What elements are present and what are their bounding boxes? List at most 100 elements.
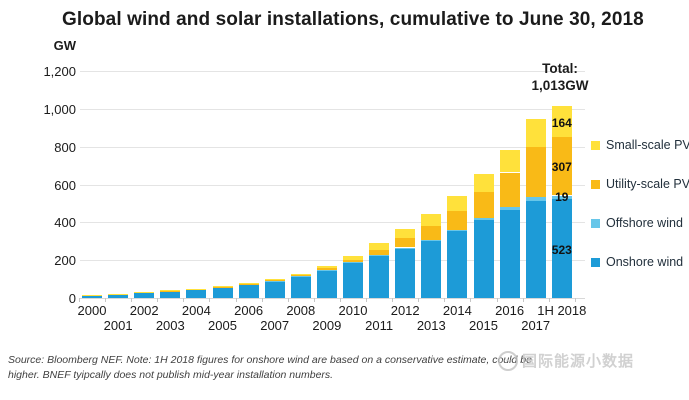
bar-segment (212, 286, 233, 288)
legend-label: Small-scale PV (606, 138, 689, 152)
bar-segment (369, 249, 390, 256)
bar-segment (264, 280, 285, 281)
bar-segment (447, 231, 468, 298)
bar-segment (395, 229, 416, 239)
bar-segment (525, 200, 546, 298)
bar-segment (290, 275, 311, 277)
y-tick-label: 1,200 (43, 64, 76, 79)
bar-segment (238, 283, 259, 284)
bar-segment (108, 293, 129, 295)
bar-segment (343, 255, 363, 260)
bar-segment (395, 238, 416, 248)
x-axis-tick (339, 298, 341, 302)
bar-segment (316, 270, 337, 298)
bar-segment (186, 289, 207, 290)
total-annotation: Total: 1,013GW (520, 60, 600, 94)
gridline-800 (80, 146, 585, 148)
source-footnote: Source: Bloomberg NEF. Note: 1H 2018 fig… (8, 353, 628, 382)
y-tick-label: 800 (54, 139, 76, 155)
bar-segment (447, 195, 468, 211)
bar-segment (212, 286, 233, 288)
gridline-1000 (80, 108, 585, 110)
y-axis-unit-label: GW (53, 38, 76, 53)
x-axis-label: 2010 (338, 303, 368, 318)
bar-segment (473, 217, 494, 221)
x-axis-label: 2012 (390, 303, 420, 318)
legend-item-offshore-wind: Offshore wind (591, 216, 683, 230)
bar-segment (421, 239, 442, 242)
bar-segment (82, 294, 102, 296)
bar-segment (134, 292, 155, 293)
gridline-400 (80, 222, 585, 224)
x-axis-label: 2009 (312, 318, 342, 333)
bar-segment (369, 243, 390, 250)
x-axis-label: 2002 (129, 303, 159, 318)
y-tick-label: 1,000 (43, 101, 76, 117)
x-axis-tick (79, 298, 80, 302)
chart-title: Global wind and solar installations, cum… (62, 9, 644, 30)
watermark: ••• 国际能源小数据 (498, 350, 634, 371)
x-axis-tick (444, 298, 446, 302)
x-axis-tick (261, 298, 263, 302)
x-axis-tick (366, 298, 368, 302)
bar-value-label: 523 (551, 242, 572, 257)
x-axis-tick (313, 298, 315, 302)
bar-segment (186, 289, 207, 298)
legend-item-utility-scale-pv: Utility-scale PV (591, 177, 689, 191)
x-axis-tick (209, 298, 211, 302)
x-axis-label: 1H 2018 (537, 303, 587, 318)
x-axis-tick (131, 298, 133, 302)
x-axis-label: 2016 (495, 303, 525, 318)
x-axis-label: 2005 (208, 318, 237, 333)
bar-segment (160, 290, 181, 291)
x-axis-tick (105, 298, 107, 302)
bar-segment (395, 247, 416, 249)
bar-segment (316, 268, 337, 270)
bar-segment (343, 262, 363, 298)
x-axis-label: 2013 (416, 318, 446, 333)
bar-segment (499, 210, 520, 298)
y-tick-label: 0 (68, 291, 76, 306)
bar-value-label: 19 (555, 189, 569, 204)
bar-segment (316, 269, 337, 271)
bar-segment (473, 220, 494, 298)
bar-segment (290, 276, 311, 298)
bar-segment (238, 284, 259, 285)
bar-segment (134, 292, 155, 298)
x-axis-tick (157, 298, 159, 302)
bar-value-label: 164 (551, 115, 572, 130)
bar-segment (264, 279, 285, 281)
bar-segment (499, 150, 520, 173)
x-axis-label: 2015 (469, 318, 498, 333)
x-axis-tick (548, 298, 550, 302)
watermark-logo-icon: ••• (498, 350, 518, 371)
legend-item-onshore-wind: Onshore wind (591, 255, 683, 269)
legend-label: Utility-scale PV (606, 177, 689, 191)
y-tick-label: 400 (54, 215, 76, 231)
bar-segment (343, 262, 363, 263)
bar-segment (447, 229, 468, 232)
x-axis-label: 2007 (260, 318, 290, 333)
gridline-1200 (80, 71, 585, 72)
bar-segment (82, 295, 102, 298)
legend-label: Offshore wind (606, 216, 683, 230)
x-axis-label: 2017 (521, 318, 551, 333)
bar-segment (525, 119, 546, 147)
bar-segment (186, 288, 207, 290)
bar-segment (551, 195, 572, 200)
bar-segment (473, 173, 494, 192)
bar-segment (421, 214, 442, 226)
bar-segment (369, 256, 390, 298)
total-annotation-line2: 1,013GW (531, 78, 589, 93)
x-axis-label: 2000 (77, 303, 107, 318)
bar-segment (316, 265, 337, 269)
gridline-0 (80, 298, 585, 299)
bar-segment (369, 255, 390, 256)
bar-segment (473, 191, 494, 218)
bar-segment (395, 248, 416, 298)
y-tick-label: 600 (54, 177, 76, 193)
x-axis-tick (470, 298, 472, 302)
bar-segment (264, 280, 285, 282)
x-axis-label: 2001 (103, 318, 133, 333)
